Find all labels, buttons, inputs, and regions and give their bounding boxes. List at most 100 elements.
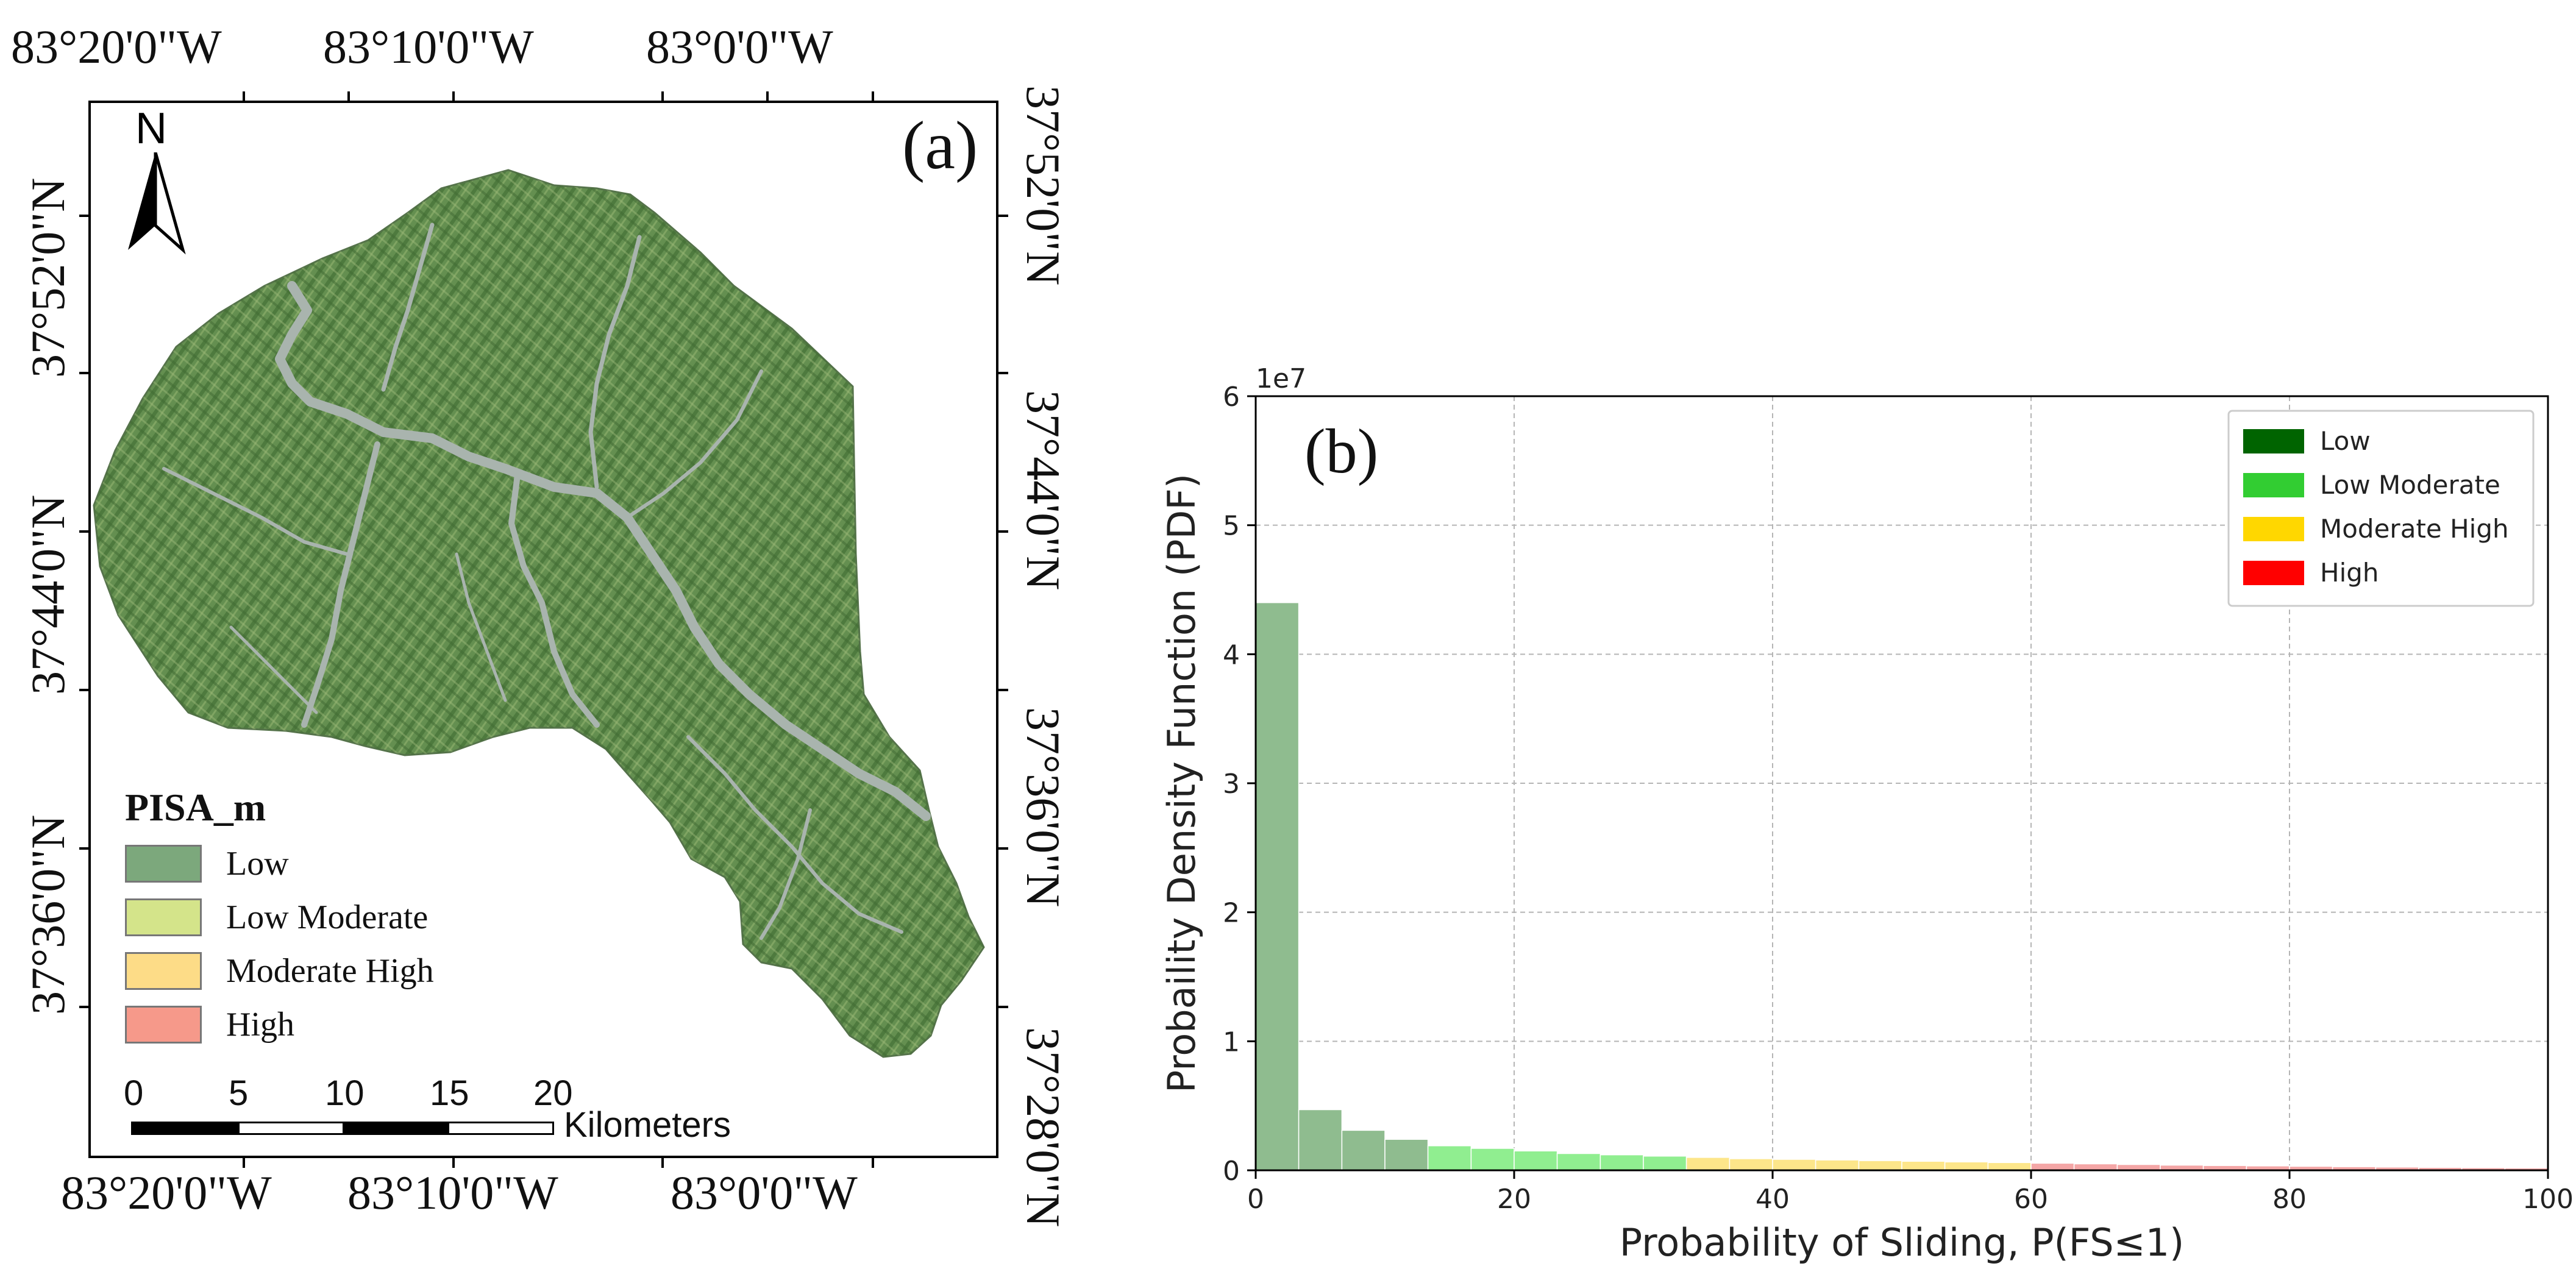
scale-bar-tick: 20 <box>533 1073 573 1113</box>
scale-bar-tick: 10 <box>325 1073 365 1113</box>
frame-tick <box>79 215 90 217</box>
y-tick-label: 2 <box>1223 898 1240 929</box>
frame-tick <box>997 215 1008 217</box>
legend-label: High <box>226 1006 294 1044</box>
legend-label: High <box>2320 558 2379 588</box>
legend-item: Low <box>125 844 434 884</box>
x-axis-ticks: 0 20 40 60 80 100 <box>1247 1170 2574 1215</box>
histogram-bar <box>2073 1163 2118 1171</box>
histogram-bar <box>1901 1161 1946 1171</box>
legend-item: High <box>125 1005 434 1045</box>
legend-swatch <box>125 952 202 990</box>
river-network <box>162 222 931 940</box>
pdf-histogram: 0 20 40 60 80 100 0 1 2 3 4 5 6 1e7 (b) Probability… <box>1159 363 2574 1265</box>
top-longitude-label: 83°20'0"W <box>11 20 222 73</box>
histogram-bar <box>1944 1161 1989 1171</box>
panel-label: (b) <box>1304 416 1378 486</box>
frame-tick <box>347 91 350 102</box>
x-tick-label: 100 <box>2522 1184 2574 1215</box>
legend-swatch <box>125 1006 202 1044</box>
frame-tick <box>452 91 455 102</box>
frame-tick <box>661 91 664 102</box>
frame-tick <box>872 1157 874 1168</box>
histogram-bar <box>1685 1157 1731 1171</box>
legend-title: PISA_m <box>125 786 266 829</box>
histogram-bar <box>1599 1154 1644 1171</box>
y-tick-label: 4 <box>1223 639 1240 670</box>
scale-bar-segment <box>447 1122 554 1135</box>
bottom-longitude-label: 83°10'0"W <box>347 1166 558 1219</box>
histogram-bar <box>1772 1159 1816 1171</box>
y-tick-label: 6 <box>1223 382 1240 413</box>
left-latitude-label: 37°36'0"N <box>21 814 74 1015</box>
scale-bar-tick: 0 <box>124 1073 144 1113</box>
frame-tick <box>79 1006 90 1008</box>
legend-swatch <box>2243 561 2304 585</box>
bottom-longitude-label: 83°20'0"W <box>61 1166 272 1219</box>
x-tick-label: 80 <box>2272 1184 2307 1215</box>
scale-bar-segment <box>343 1122 449 1135</box>
terrain-map <box>93 169 985 1058</box>
top-longitude-label: 83°0'0"W <box>646 20 833 73</box>
y-axis-ticks: 0 1 2 3 4 5 6 <box>1223 382 1256 1187</box>
x-tick-label: 40 <box>1756 1184 1790 1215</box>
scale-bar-segment <box>131 1122 240 1135</box>
y-tick-label: 3 <box>1223 769 1240 800</box>
histogram-bar <box>1643 1155 1687 1171</box>
left-latitude-label: 37°44'0"N <box>21 494 74 695</box>
histogram-bar <box>1341 1129 1386 1171</box>
y-tick-label: 0 <box>1223 1156 1240 1187</box>
legend-label: Low Moderate <box>226 898 429 936</box>
histogram-bar <box>1470 1148 1515 1171</box>
frame-tick <box>452 1157 455 1168</box>
north-arrow-icon <box>128 152 186 255</box>
frame-tick <box>79 372 90 374</box>
frame-tick <box>79 847 90 850</box>
x-tick-label: 0 <box>1247 1184 1264 1215</box>
frame-tick <box>872 91 874 102</box>
histogram-bar <box>1427 1145 1472 1171</box>
panel-label: (a) <box>902 108 978 183</box>
histogram-bar <box>1255 602 1300 1171</box>
histogram-bar <box>1556 1153 1601 1171</box>
legend-label: Moderate High <box>2320 514 2509 544</box>
right-latitude-label: 37°44'0"N <box>1017 390 1070 591</box>
scale-bar-segment <box>238 1122 344 1135</box>
north-label: N <box>135 104 167 153</box>
frame-tick <box>661 1157 664 1168</box>
x-tick-label: 60 <box>2014 1184 2048 1215</box>
histogram-bar <box>1987 1162 2032 1171</box>
y-tick-label: 5 <box>1223 511 1240 542</box>
map-frame <box>88 101 998 1158</box>
frame-tick <box>997 847 1008 850</box>
scale-bar-units: Kilometers <box>564 1105 731 1145</box>
frame-tick <box>997 372 1008 374</box>
scale-bar-tick: 5 <box>229 1073 249 1113</box>
right-latitude-label: 37°28'0"N <box>1017 1027 1070 1228</box>
scale-bar-tick: 15 <box>430 1073 469 1113</box>
bars <box>1255 602 2549 1171</box>
y-tick-label: 1 <box>1223 1026 1240 1058</box>
legend-item: Low Moderate <box>125 897 434 937</box>
right-latitude-label: 37°52'0"N <box>1017 85 1070 286</box>
legend-swatch <box>125 898 202 936</box>
legend-item: Moderate High <box>125 951 434 991</box>
legend-swatch <box>2243 517 2304 541</box>
histogram-bar <box>1858 1160 1902 1171</box>
chart-legend: Low Low Moderate Moderate High High <box>2227 410 2535 607</box>
legend-label: Moderate High <box>226 952 434 990</box>
legend-label: Low <box>2320 426 2371 456</box>
legend-box <box>2227 410 2535 607</box>
legend-swatch <box>2243 473 2304 497</box>
right-latitude-label: 37°36'0"N <box>1017 707 1070 908</box>
legend-label: Low <box>226 845 289 883</box>
x-axis-label: Probability of Sliding, P(FS≤1) <box>1620 1220 2184 1265</box>
terrain-shading <box>94 170 984 1057</box>
x-tick-label: 20 <box>1497 1184 1531 1215</box>
y-axis-label: Probaility Density Function (PDF) <box>1159 474 1204 1093</box>
top-longitude-label: 83°10'0"W <box>323 20 534 73</box>
frame-tick <box>243 1157 245 1168</box>
left-latitude-label: 37°52'0"N <box>21 177 74 378</box>
legend-swatch <box>2243 429 2304 453</box>
histogram-bar <box>1815 1159 1860 1171</box>
